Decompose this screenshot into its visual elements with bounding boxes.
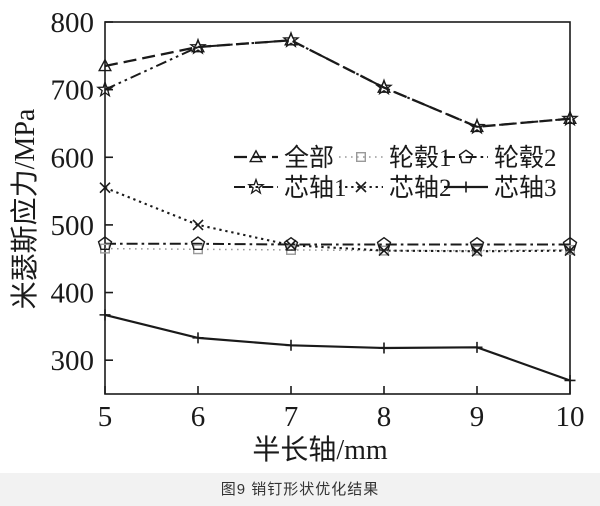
marker-plus [99,309,111,321]
marker-cross [285,239,297,251]
figure-caption: 图9 销钉形状优化结果 [0,473,600,506]
marker-star [561,109,579,127]
marker-triangle [470,119,484,133]
marker-triangle [98,58,112,72]
legend-marker-cross [355,181,367,193]
legend-label: 芯轴2 [389,174,452,202]
y-tick-label: 800 [51,7,95,39]
marker-pentagon [190,236,206,251]
marker-plus [192,332,204,344]
marker-cross [471,245,483,257]
marker-triangle [284,32,298,46]
legend-label: 全部 [284,144,334,172]
marker-plus [378,342,390,354]
marker-cross [564,245,576,257]
legend-label: 芯轴3 [494,174,557,202]
legend-marker-plus [460,181,472,193]
marker-triangle [377,79,391,93]
marker-cross [99,182,111,194]
marker-plus [285,339,297,351]
legend-marker-triangle [249,149,263,163]
legend-marker-square [356,151,367,162]
series-line-轮毂2 [105,242,570,246]
marker-star [282,30,300,48]
marker-star [468,117,486,135]
x-tick-label: 9 [470,401,485,433]
x-tick-label: 5 [98,401,113,433]
series-line-芯轴3 [104,313,571,382]
marker-plus [471,341,483,353]
marker-triangle [563,111,577,125]
marker-triangle [191,39,205,53]
marker-star [96,80,114,98]
legend-label: 轮毂1 [389,144,452,172]
marker-cross [192,219,204,231]
legend-marker-pentagon [458,149,474,164]
marker-pentagon [283,236,299,251]
y-tick-label: 300 [51,345,95,377]
y-tick-label: 500 [51,210,95,242]
series-line-芯轴1 [104,39,571,128]
series-line-全部 [104,39,571,128]
x-tick-label: 10 [556,401,585,433]
marker-pentagon [97,236,113,251]
legend-marker-star [247,177,265,195]
legend-label: 轮毂2 [494,144,557,172]
plot-frame [104,21,571,395]
y-tick-label: 400 [51,278,95,310]
x-axis-title: 半长轴/mm [252,435,388,466]
x-tick-label: 8 [377,401,392,433]
marker-pentagon [469,236,485,251]
y-tick-label: 600 [51,142,95,174]
series-line-芯轴2 [104,186,571,253]
x-tick-label: 7 [284,401,299,433]
marker-star [189,37,207,55]
marker-plus [564,374,576,386]
x-tick-label: 6 [191,401,206,433]
marker-star [375,78,393,96]
y-axis-title: 米瑟斯应力/MPa [10,108,41,310]
legend-label: 芯轴1 [284,174,347,202]
line-chart: 300 400 500 600 700 800 5 6 7 8 9 10 全部 轮毂1 轮毂2 芯轴1 芯轴2 芯… [51,7,585,433]
marker-cross [378,245,390,257]
y-tick-label: 700 [51,75,95,107]
